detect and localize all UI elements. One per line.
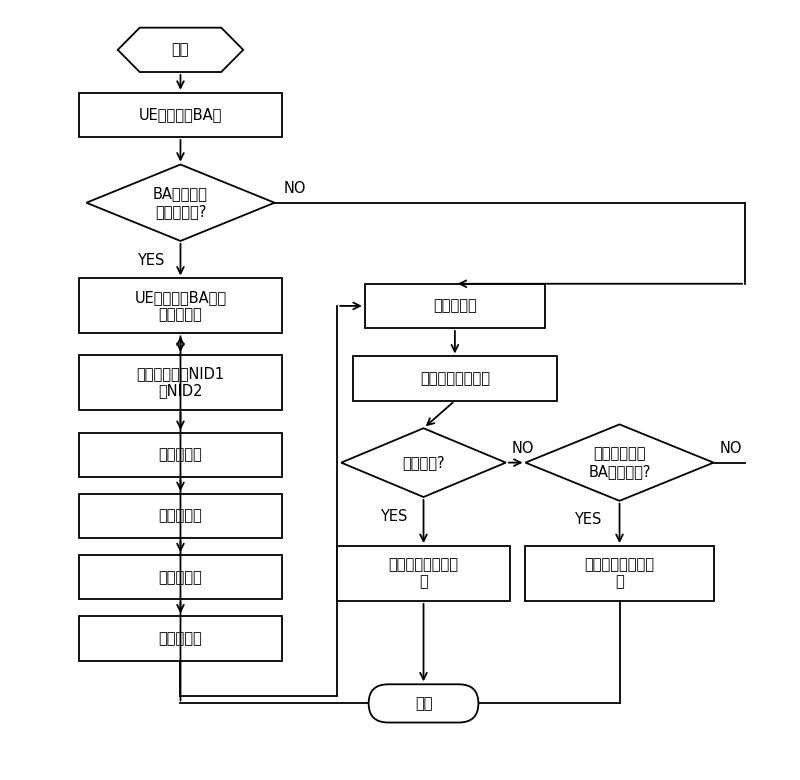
Text: 结束: 结束: [414, 696, 432, 711]
Text: 计算该频点的NID1
和NID2: 计算该频点的NID1 和NID2: [137, 366, 225, 399]
Text: NO: NO: [512, 441, 534, 456]
Text: 频率粗同步: 频率粗同步: [158, 569, 202, 585]
Polygon shape: [86, 165, 274, 241]
Text: 定时精同步: 定时精同步: [158, 509, 202, 523]
Text: 已使用过所有
BA表中频点?: 已使用过所有 BA表中频点?: [588, 446, 650, 479]
FancyBboxPatch shape: [78, 93, 282, 137]
FancyBboxPatch shape: [365, 284, 545, 328]
Polygon shape: [342, 428, 506, 497]
Text: 解读正确?: 解读正确?: [402, 455, 445, 470]
Text: YES: YES: [138, 253, 165, 268]
Text: YES: YES: [574, 512, 602, 527]
Text: 频率精同步: 频率精同步: [433, 299, 477, 314]
Text: BA表中保存
有频点信息?: BA表中保存 有频点信息?: [153, 186, 208, 219]
FancyBboxPatch shape: [338, 546, 510, 601]
Text: 选择该频点小区驻
留: 选择该频点小区驻 留: [389, 557, 458, 590]
FancyBboxPatch shape: [78, 433, 282, 477]
FancyBboxPatch shape: [78, 355, 282, 410]
Text: UE选择一个BA表中
保存的频点: UE选择一个BA表中 保存的频点: [134, 289, 226, 322]
Text: 解读小区广播消息: 解读小区广播消息: [420, 371, 490, 386]
Polygon shape: [118, 27, 243, 72]
FancyBboxPatch shape: [526, 546, 714, 601]
Text: UE上电检查BA表: UE上电检查BA表: [138, 108, 222, 122]
Text: YES: YES: [381, 509, 408, 523]
FancyBboxPatch shape: [78, 494, 282, 538]
Text: NO: NO: [284, 182, 306, 197]
Text: NO: NO: [720, 441, 742, 456]
Polygon shape: [526, 424, 714, 501]
FancyBboxPatch shape: [78, 278, 282, 333]
Text: 定时粗同步: 定时粗同步: [158, 448, 202, 463]
FancyBboxPatch shape: [353, 356, 557, 401]
Text: 开始: 开始: [172, 42, 190, 58]
FancyBboxPatch shape: [78, 616, 282, 661]
FancyBboxPatch shape: [78, 555, 282, 600]
Text: 进行小区初搜盲搜
索: 进行小区初搜盲搜 索: [585, 557, 654, 590]
Text: 无线帧同步: 无线帧同步: [158, 631, 202, 646]
FancyBboxPatch shape: [369, 684, 478, 722]
